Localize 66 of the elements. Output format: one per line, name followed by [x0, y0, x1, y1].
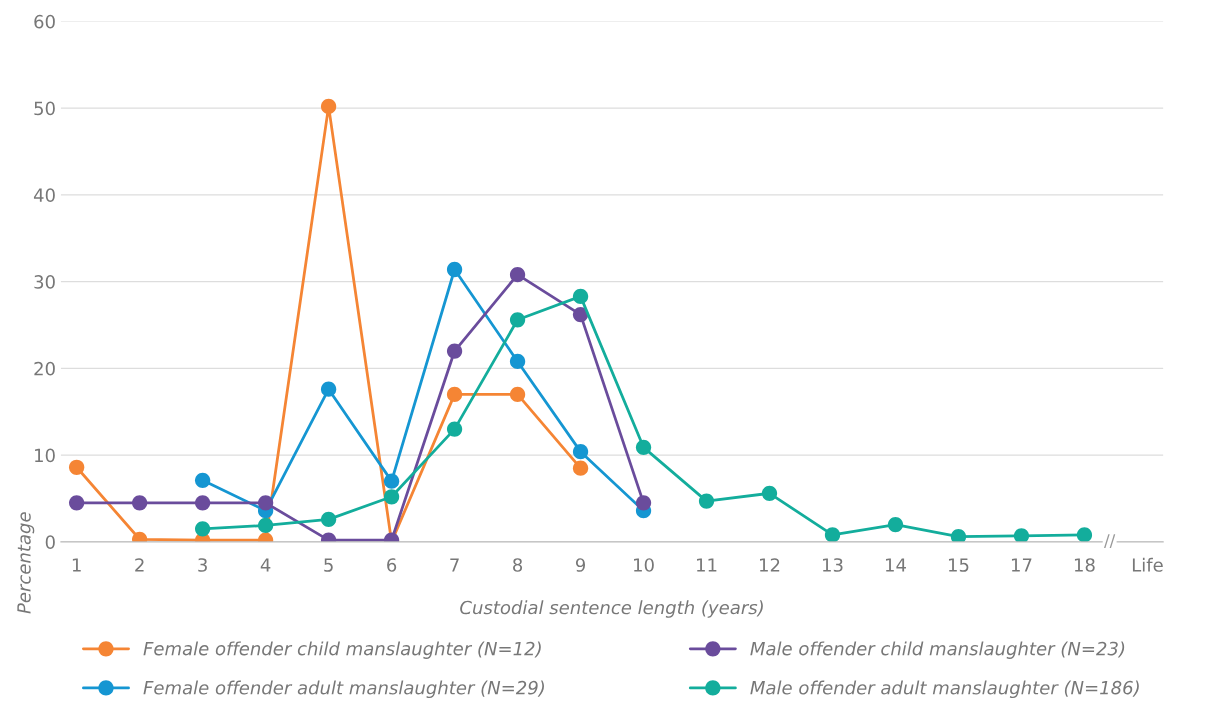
- x-tick-label: 7: [450, 558, 459, 572]
- point: [509, 353, 526, 370]
- x-tick-label: 13: [823, 558, 843, 572]
- y-tick-label: 0: [45, 535, 55, 549]
- point: [446, 421, 463, 437]
- point: [572, 288, 589, 305]
- point: [950, 529, 967, 542]
- point: [69, 459, 85, 475]
- x-tick-label: 6: [387, 558, 397, 572]
- point: [320, 98, 337, 115]
- point: [509, 312, 526, 328]
- point: [1013, 528, 1030, 542]
- x-tick-label: 12: [760, 558, 780, 572]
- point: [194, 521, 211, 537]
- point: [761, 485, 778, 501]
- point: [635, 439, 652, 455]
- point: [635, 495, 652, 511]
- point: [509, 386, 526, 403]
- x-tick-label: 8: [513, 558, 523, 572]
- y-tick-label: 60: [34, 14, 55, 29]
- x-tick-label: 5: [324, 558, 333, 572]
- x-tick-label: 9: [575, 558, 586, 572]
- point: [257, 517, 274, 534]
- y-tick-label: 30: [34, 275, 55, 289]
- x-tick-label: 4: [260, 558, 271, 572]
- x-axis-title: Custodial sentence length (years): [460, 600, 763, 618]
- x-tick-label: 15: [948, 558, 969, 572]
- y-tick-label: 40: [33, 188, 55, 202]
- point: [383, 489, 400, 505]
- point: [698, 493, 715, 509]
- x-tick-label: 10: [634, 558, 654, 572]
- point: [1076, 527, 1093, 542]
- point: [824, 527, 841, 542]
- point: [446, 343, 463, 359]
- point: [194, 495, 211, 511]
- x-tick-label: 1: [72, 558, 81, 572]
- point: [69, 495, 85, 511]
- x-tick-label: Life: [1132, 557, 1163, 572]
- x-tick-label: 17: [1011, 558, 1032, 572]
- x-tick-label: 11: [697, 558, 717, 572]
- point: [572, 306, 589, 323]
- point: [132, 495, 148, 511]
- y-axis-title: Percentage: [17, 512, 35, 614]
- y-tick-label: 10: [35, 448, 55, 463]
- point: [572, 444, 589, 460]
- y-tick-label: 50: [34, 101, 55, 116]
- point: [887, 516, 904, 533]
- legend-label: Female offender adult manslaughter (N=29): [143, 680, 544, 699]
- x-tick-label: 18: [1074, 558, 1095, 572]
- point: [320, 381, 337, 397]
- x-tick-label: 14: [885, 558, 906, 572]
- y-tick-label: 20: [34, 361, 55, 376]
- point: [572, 460, 589, 476]
- point: [383, 473, 400, 489]
- legend-label: Male offender adult manslaughter (N=186): [750, 680, 1139, 699]
- point: [320, 511, 337, 527]
- point: [257, 495, 274, 511]
- point: [509, 267, 526, 283]
- legend-label: Female offender child manslaughter (N=12): [143, 641, 541, 659]
- legend-label: Male offender child manslaughter (N=23): [750, 641, 1125, 659]
- x-tick-label: 3: [198, 558, 207, 572]
- annotation: //: [1104, 534, 1116, 549]
- point: [446, 386, 463, 403]
- point: [446, 261, 463, 278]
- x-tick-label: 2: [135, 558, 144, 572]
- point: [194, 472, 211, 488]
